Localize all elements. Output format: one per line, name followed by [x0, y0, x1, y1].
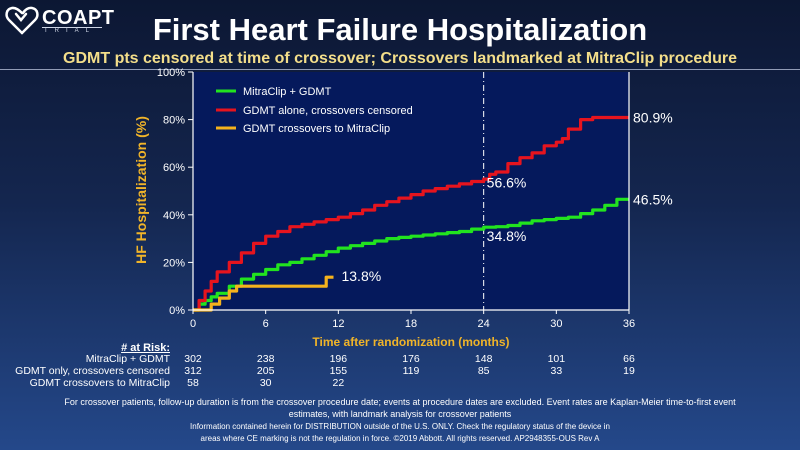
at-risk-value: 119 — [402, 365, 420, 377]
legal-line-2: areas where CE marking is not the regula… — [200, 434, 600, 443]
at-risk-row-label: GDMT only, crossovers censored — [15, 365, 170, 377]
legend-label-mitraclip: MitraClip + GDMT — [243, 86, 332, 98]
at-risk-value: 302 — [184, 353, 202, 365]
at-risk-value: 66 — [623, 353, 635, 365]
chart-legend: MitraClip + GDMT GDMT alone, crossovers … — [216, 86, 413, 135]
gdmt-crossover-curve — [193, 275, 334, 312]
at-risk-title: # at Risk: — [121, 342, 170, 354]
annotation-13-8pct: 13.8% — [341, 268, 381, 284]
coapt-logo: COAPT TRIAL — [4, 4, 114, 36]
at-risk-value: 155 — [329, 365, 348, 377]
at-risk-value: 19 — [623, 365, 635, 377]
x-tick-label: 12 — [332, 318, 344, 330]
at-risk-value: 30 — [259, 377, 272, 389]
heart-logo-icon — [5, 6, 39, 35]
y-tick-label: 0% — [169, 305, 185, 317]
page-title: First Heart Failure Hospitalization — [152, 12, 648, 47]
legend-item-mitraclip: MitraClip + GDMT — [216, 86, 332, 98]
footnote-line-2: estimates, with landmark analysis for cr… — [288, 409, 512, 419]
legend-item-crossover: GDMT crossovers to MitraClip — [216, 123, 390, 135]
logo-divider — [42, 27, 102, 28]
footnote-line-1: For crossover patients, follow-up durati… — [64, 397, 736, 407]
at-risk-value: 148 — [474, 353, 493, 365]
legend-label-gdmt: GDMT alone, crossovers censored — [243, 105, 413, 117]
y-tick-label: 100% — [157, 67, 185, 79]
annotation-46-5pct: 46.5% — [633, 191, 673, 207]
annotation-34-8pct: 34.8% — [487, 228, 527, 244]
at-risk-row-label: MitraClip + GDMT — [85, 353, 170, 365]
gdmt-alone-curve — [193, 115, 629, 312]
at-risk-row-label: GDMT crossovers to MitraClip — [29, 377, 170, 389]
at-risk-value: 312 — [184, 365, 202, 377]
y-axis-title: HF Hospitalization (%) — [133, 116, 149, 264]
x-tick-label: 24 — [478, 318, 490, 330]
x-tick-label: 0 — [190, 318, 196, 330]
at-risk-value: 58 — [187, 377, 199, 389]
at-risk-value: 196 — [329, 353, 348, 365]
at-risk-value: 22 — [332, 377, 345, 389]
x-tick-label: 18 — [405, 318, 417, 330]
logo-name: COAPT — [42, 7, 115, 29]
subtitle-divider — [0, 69, 800, 70]
page-subtitle: GDMT pts censored at time of crossover; … — [63, 50, 737, 67]
annotation-80-9pct: 80.9% — [633, 109, 673, 125]
at-risk-value: 33 — [550, 365, 563, 377]
at-risk-value: 205 — [256, 365, 275, 377]
legal-line-1: Information contained herein for DISTRIB… — [190, 422, 610, 431]
y-tick-label: 40% — [163, 210, 185, 222]
at-risk-value: 176 — [402, 353, 420, 365]
x-tick-label: 30 — [550, 318, 562, 330]
annotation-56-6pct: 56.6% — [487, 174, 527, 190]
x-axis-title: Time after randomization (months) — [312, 335, 509, 349]
mitraclip-gdmt-curve — [193, 197, 629, 312]
y-tick-label: 20% — [163, 257, 185, 269]
y-tick-label: 80% — [163, 115, 185, 127]
at-risk-value: 238 — [256, 353, 275, 365]
legend-label-crossover: GDMT crossovers to MitraClip — [243, 123, 390, 135]
x-tick-label: 6 — [263, 318, 269, 330]
x-tick-label: 36 — [623, 318, 635, 330]
logo-subtitle: TRIAL — [44, 28, 97, 34]
at-risk-value: 85 — [477, 365, 490, 377]
at-risk-value: 101 — [547, 353, 566, 365]
y-tick-label: 60% — [163, 162, 185, 174]
legend-item-gdmt: GDMT alone, crossovers censored — [216, 105, 413, 117]
